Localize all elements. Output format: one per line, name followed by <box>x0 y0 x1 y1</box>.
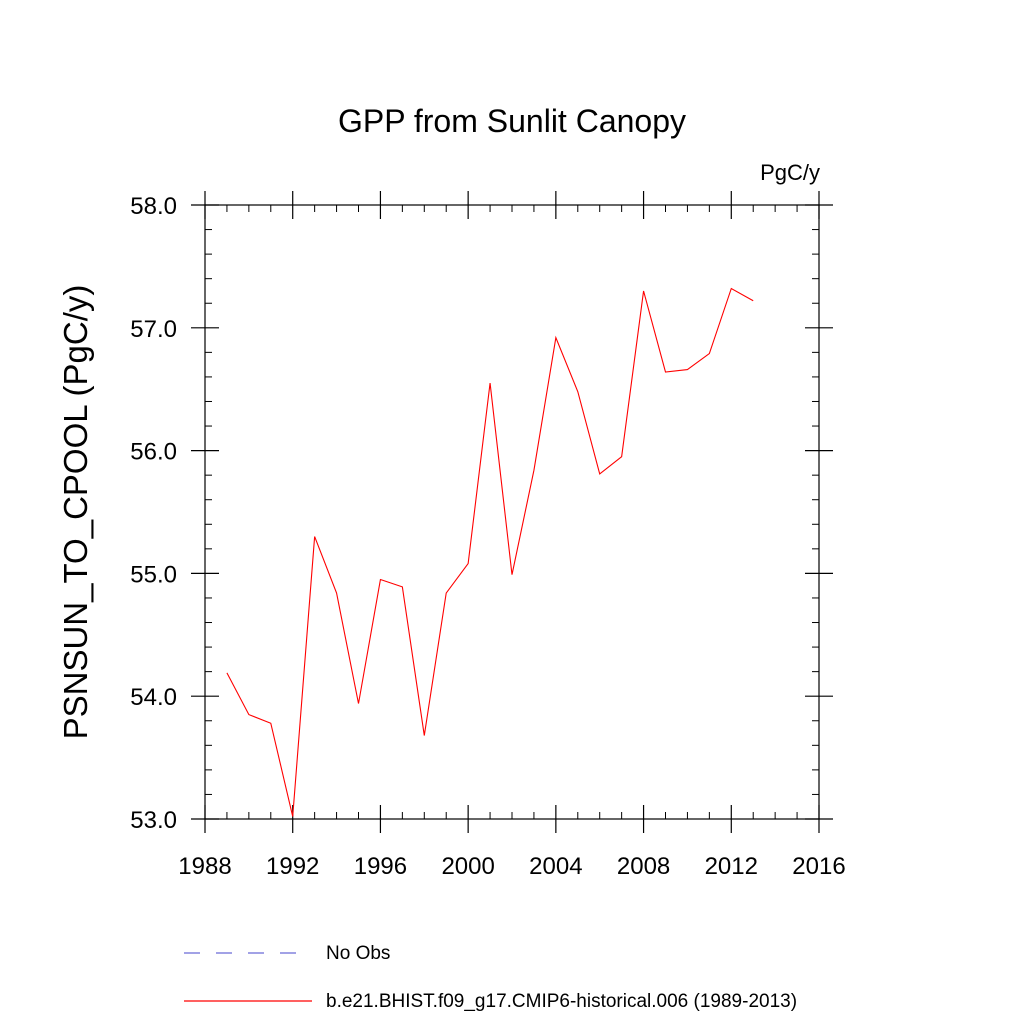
x-tick-label: 2000 <box>441 853 494 880</box>
y-tick-label: 54.0 <box>130 684 177 711</box>
x-tick-label: 1992 <box>266 853 319 880</box>
y-axis-label: PSNSUN_TO_CPOOL (PgC/y) <box>57 285 94 740</box>
y-tick-label: 58.0 <box>130 193 177 220</box>
x-tick-label: 1996 <box>354 853 407 880</box>
y-tick-label: 55.0 <box>130 561 177 588</box>
x-tick-label: 2012 <box>705 853 758 880</box>
x-tick-label: 1988 <box>178 853 231 880</box>
legend-label-no-obs: No Obs <box>326 943 390 964</box>
units-label: PgC/y <box>760 160 820 185</box>
series-layer <box>226 287 754 817</box>
y-tick-label: 56.0 <box>130 439 177 466</box>
series-line <box>226 287 754 817</box>
y-tick-label: 53.0 <box>130 807 177 834</box>
x-tick-label: 2004 <box>529 853 582 880</box>
y-tick-label: 57.0 <box>130 316 177 343</box>
legend-label-model: b.e21.BHIST.f09_g17.CMIP6-historical.006… <box>326 991 797 1012</box>
axis-tick-labels: 1988 1992 1996 2000 2004 2008 2012 2016 53.0 54.0… <box>130 193 845 880</box>
chart-title: GPP from Sunlit Canopy <box>338 103 686 139</box>
x-tick-label: 2016 <box>792 853 845 880</box>
x-tick-label: 2008 <box>617 853 670 880</box>
legend: No Obs b.e21.BHIST.f09_g17.CMIP6-histori… <box>184 943 797 1012</box>
plot-frame <box>204 204 820 820</box>
axis-ticks <box>191 191 833 833</box>
